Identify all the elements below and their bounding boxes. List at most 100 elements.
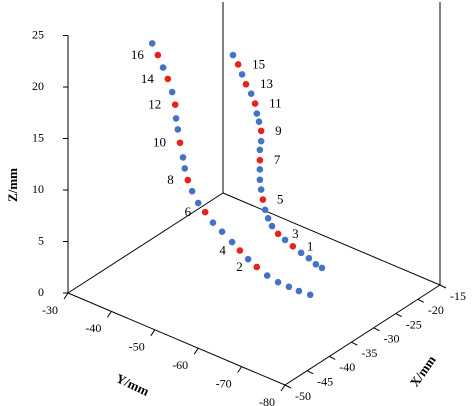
z-tick-label: 10 [32,182,44,196]
data-point [184,176,192,184]
z-axis-label: Z/mm [5,168,20,202]
x-tick-label: -40 [339,360,355,374]
point-label: 7 [274,152,281,167]
point-label: 6 [185,204,192,219]
x-tick-label: -30 [384,332,400,346]
data-point [256,176,264,184]
y-tick [150,329,156,337]
data-point [274,230,282,238]
x-tick-label: -25 [406,317,422,331]
data-point [194,199,202,207]
z-tick-label: 0 [38,285,44,299]
data-point [188,187,196,195]
data-point [234,61,242,68]
data-point [218,228,226,235]
x-tick [329,355,336,360]
data-point [295,287,303,295]
data-point [268,222,276,230]
point-label: 8 [167,172,174,187]
data-point [172,115,180,122]
x-tick-label: -20 [428,303,444,317]
x-tick [284,384,292,389]
data-point [305,254,313,262]
data-point [285,283,293,291]
y-tick-label: -70 [216,376,232,390]
data-point [181,165,189,172]
data-point [289,242,297,250]
data-point [259,196,267,203]
data-point [244,255,252,263]
data-point [256,156,264,164]
point-label: 12 [148,97,161,112]
point-label: 3 [292,226,299,241]
data-point [238,71,246,78]
floor-edge [67,292,286,386]
point-label: 9 [275,123,282,138]
x-tick [373,327,380,332]
data-point [228,238,236,246]
data-point [253,263,261,271]
x-tick [439,284,447,289]
data-point [159,64,167,71]
y-axis-label: Y/mm [114,371,152,399]
data-point [154,51,162,59]
data-point [171,101,179,108]
data-point [281,236,289,244]
z-tick-label: 20 [32,79,44,93]
data-point [176,139,184,147]
x-tick [417,298,425,303]
y-tick-label: -50 [129,340,145,354]
data-point [297,249,305,257]
data-point [236,247,244,254]
point-label: 13 [260,76,273,91]
data-point [263,272,271,279]
data-point [274,278,282,286]
data-point [164,75,172,83]
y-tick [63,292,69,300]
data-point [256,146,264,154]
point-label: 1 [307,238,314,253]
point-label: 5 [277,192,284,207]
data-point [256,166,264,173]
data-point [306,291,314,299]
y-tick [280,384,286,392]
data-point [209,219,217,226]
y-tick [237,366,243,373]
y-tick [193,347,199,355]
y-tick [106,311,112,318]
data-point [257,186,265,193]
point-label: 14 [141,71,155,86]
data-point [318,264,326,272]
y-tick-label: -40 [85,321,101,335]
point-label: 2 [236,259,243,274]
data-point [201,208,209,216]
data-point [179,154,187,161]
z-tick-label: 5 [38,233,44,247]
data-point [312,260,320,268]
data-point [229,51,237,59]
x-tick-label: -15 [450,289,466,303]
z-tick-label: 15 [32,130,44,144]
x-tick-label: -35 [361,346,377,360]
x-axis-label: X/mm [407,352,439,389]
x-tick-label: -50 [295,389,311,403]
data-point [261,206,269,214]
point-label: 15 [252,56,265,71]
point-label: 11 [269,96,282,111]
floor-edge [67,192,224,294]
x-tick-label: -45 [317,374,333,388]
data-point [264,214,272,222]
z-tick-label: 25 [32,27,44,41]
data-point [242,80,250,88]
data-point [255,118,263,126]
floor-edge [284,284,441,386]
data-point [148,40,156,47]
data-point [257,137,265,145]
data-point [247,90,255,97]
x-tick [351,341,358,346]
y-tick-label: -80 [259,395,275,406]
point-label: 16 [131,47,145,62]
x-tick [306,370,314,375]
